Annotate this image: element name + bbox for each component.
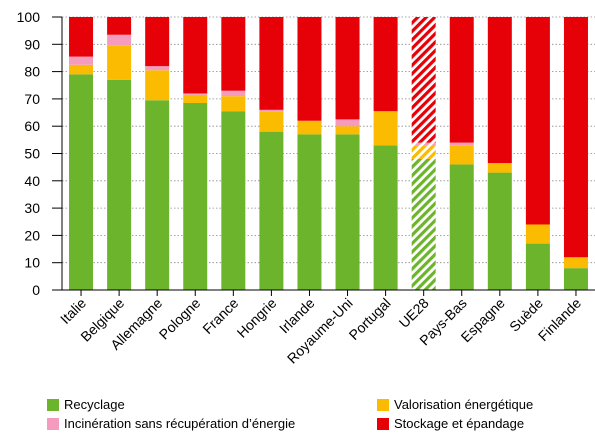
bar-segment	[69, 17, 94, 57]
y-tick-label: 20	[24, 227, 40, 243]
y-tick-label: 60	[24, 118, 40, 134]
x-tick-label: Finlande	[535, 295, 584, 344]
bar-segment	[335, 119, 360, 127]
bar-segment	[487, 17, 512, 164]
bar-segment	[487, 172, 512, 290]
bar-segment	[145, 17, 170, 67]
legend-item-incineration: Incinération sans récupération d’énergie	[47, 416, 295, 431]
bar-segment	[145, 100, 170, 290]
bar-segment	[259, 109, 284, 112]
bar-segment	[69, 56, 94, 65]
x-tick-label: Pologne	[156, 295, 204, 343]
bar-segment	[563, 268, 588, 290]
bar-segment	[259, 17, 284, 110]
bar-segment	[297, 134, 322, 290]
bar-segment	[107, 79, 132, 290]
y-tick-label: 30	[24, 200, 40, 216]
bar-segment	[411, 158, 436, 290]
bar-segment	[259, 131, 284, 290]
bar-segment	[525, 243, 550, 290]
bar-segment	[145, 70, 170, 101]
bar-segment	[69, 64, 94, 75]
x-tick-label: UE28	[396, 295, 432, 331]
y-tick-label: 0	[32, 282, 40, 298]
bar-segment	[449, 142, 474, 146]
bar-segment	[335, 17, 360, 120]
legend-label-incineration: Incinération sans récupération d’énergie	[64, 416, 296, 431]
bar-segment	[563, 17, 588, 258]
bar-segment	[221, 90, 246, 97]
bar-segment	[373, 145, 398, 290]
legend-item-stockage: Stockage et épandage	[377, 416, 524, 431]
x-tick-label: Portugal	[346, 295, 394, 343]
bar-segment	[297, 120, 322, 135]
bar-segment	[525, 224, 550, 244]
bar-segment	[107, 17, 132, 35]
legend-label-recyclage: Recyclage	[64, 397, 125, 412]
stacked-bar-chart: 0102030405060708090100ItalieBelgiqueAlle…	[17, 9, 595, 367]
bar-segment	[259, 111, 284, 132]
legend-item-recyclage: Recyclage	[47, 397, 125, 412]
legend-item-valorisation: Valorisation énergétique	[377, 397, 533, 412]
bar-segment	[373, 17, 398, 112]
y-tick-label: 10	[24, 255, 40, 271]
legend-swatch-stockage	[377, 417, 389, 430]
bar-segment	[563, 257, 588, 269]
x-tick-label: Hongrie	[234, 295, 280, 341]
bar-segment	[411, 145, 436, 159]
y-tick-label: 40	[24, 173, 40, 189]
y-tick-label: 100	[17, 9, 41, 25]
bar-segment	[221, 96, 246, 112]
bar-segment	[183, 17, 208, 94]
bar-segment	[107, 45, 132, 80]
bar-segment	[373, 111, 398, 146]
y-tick-label: 90	[24, 36, 40, 52]
y-tick-label: 70	[24, 91, 40, 107]
bar-segment	[335, 126, 360, 135]
bar-segment	[411, 142, 436, 146]
bar-segment	[107, 34, 132, 46]
bar-segment	[449, 164, 474, 290]
x-tick-label: Italie	[57, 295, 89, 327]
bar-segment	[145, 66, 170, 71]
bar-segment	[183, 102, 208, 291]
legend-swatch-valorisation	[377, 398, 389, 411]
bar-segment	[221, 111, 246, 290]
bar-segment	[525, 17, 550, 225]
y-tick-label: 80	[24, 64, 40, 80]
bar-segment	[69, 74, 94, 290]
bar-segment	[335, 134, 360, 290]
bar-segment	[449, 17, 474, 143]
bar-segment	[297, 17, 322, 121]
bar-segment	[183, 93, 208, 95]
y-tick-label: 50	[24, 146, 40, 162]
legend-label-stockage: Stockage et épandage	[394, 416, 525, 431]
bar-segment	[221, 17, 246, 91]
legend-swatch-recyclage	[47, 398, 59, 411]
bar-segment	[183, 94, 208, 103]
bar-segment	[449, 145, 474, 165]
legend-label-valorisation: Valorisation énergétique	[394, 397, 534, 412]
legend-swatch-incineration	[47, 417, 59, 430]
bar-segment	[411, 17, 436, 143]
bar-segment	[487, 163, 512, 173]
